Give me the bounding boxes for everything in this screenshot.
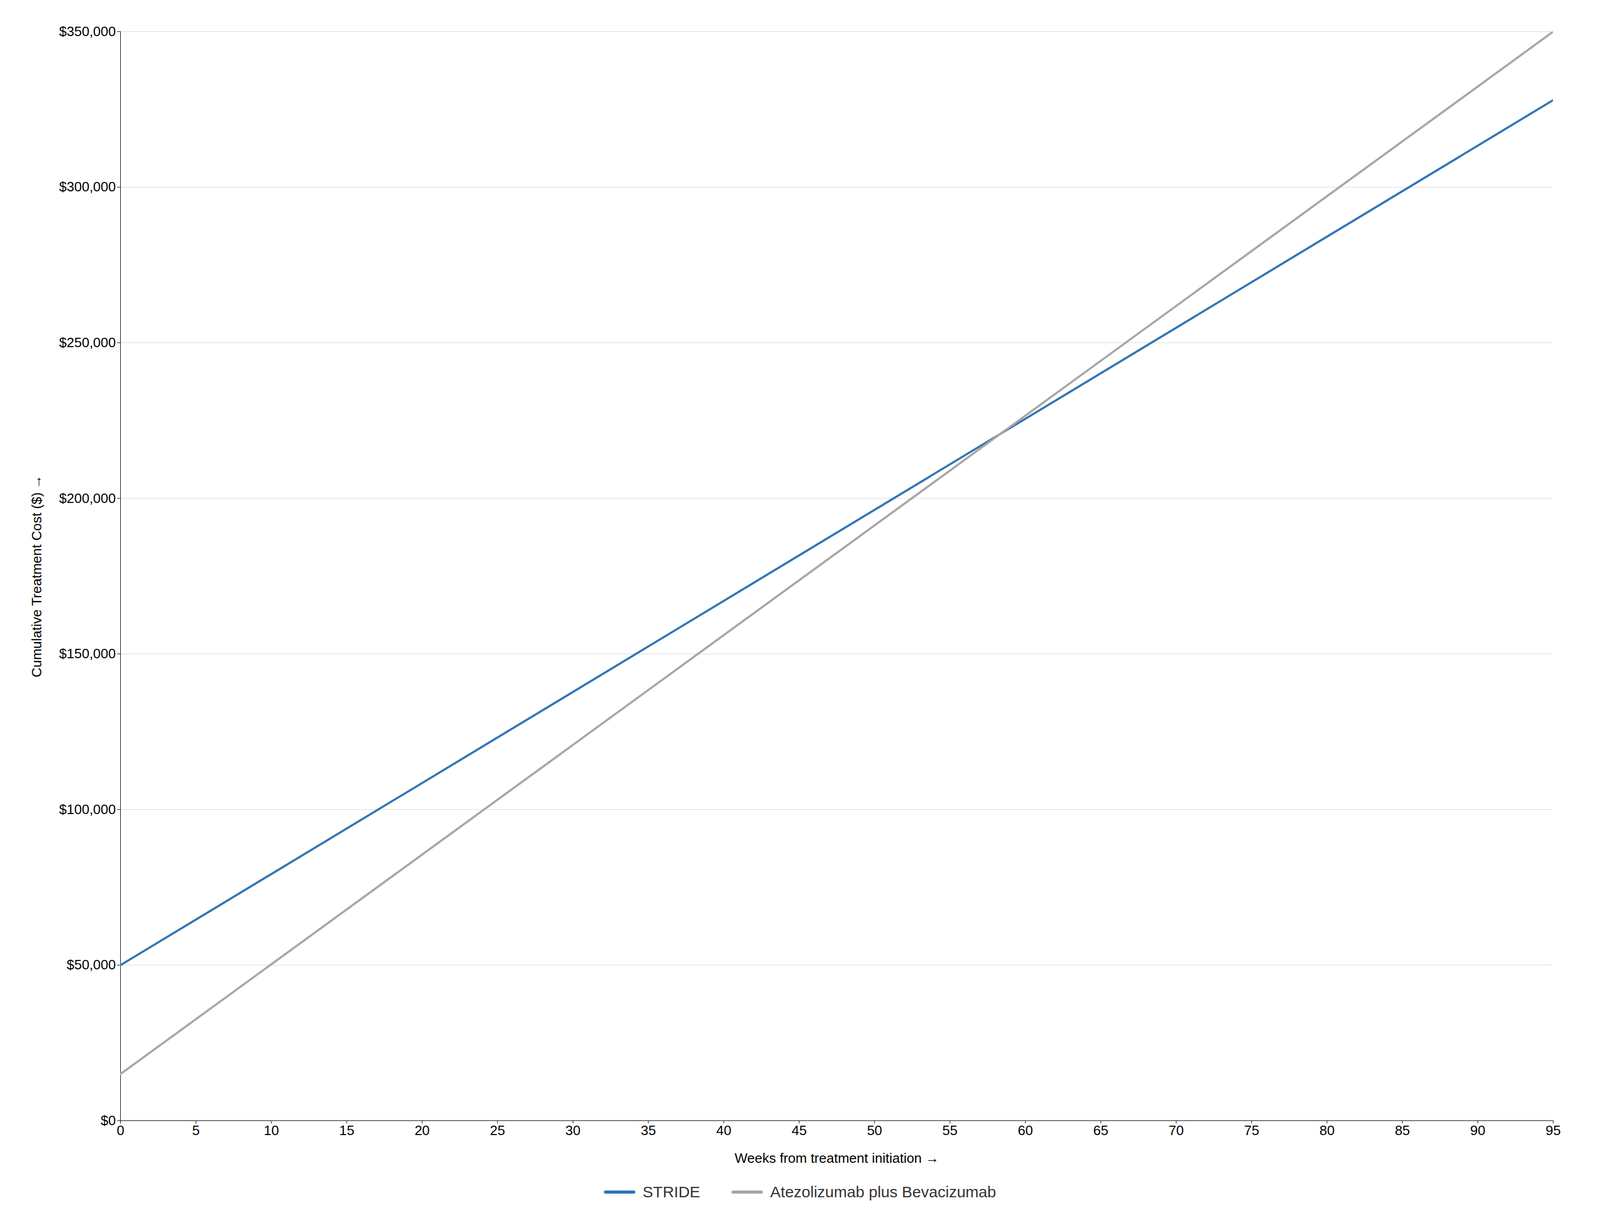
svg-text:35: 35	[641, 1122, 657, 1139]
svg-text:$150,000: $150,000	[59, 645, 116, 662]
html-text:Atezolizumab plus Bevacizumab: Atezolizumab plus Bevacizumab	[770, 1183, 997, 1201]
svg-text:$50,000: $50,000	[66, 956, 117, 973]
svg-text:75: 75	[1243, 1122, 1260, 1139]
svg-text:Weeks from treatment initiatio: Weeks from treatment initiation →	[734, 1150, 940, 1167]
svg-text:70: 70	[1168, 1122, 1184, 1139]
svg-text:10: 10	[263, 1122, 279, 1139]
svg-text:85: 85	[1395, 1122, 1411, 1139]
svg-text:80: 80	[1319, 1122, 1335, 1139]
svg-text:$250,000: $250,000	[59, 334, 116, 351]
svg-text:50: 50	[866, 1122, 883, 1139]
svg-text:40: 40	[716, 1122, 732, 1139]
svg-text:60: 60	[1018, 1122, 1034, 1139]
svg-text:65: 65	[1093, 1122, 1109, 1139]
svg-text:$100,000: $100,000	[59, 801, 116, 818]
svg-text:90: 90	[1470, 1122, 1486, 1139]
html-text:STRIDE: STRIDE	[642, 1183, 701, 1201]
svg-text:Cumulative Treatment Cost ($): Cumulative Treatment Cost ($) →	[28, 474, 45, 678]
svg-text:55: 55	[942, 1122, 958, 1139]
svg-text:$200,000: $200,000	[59, 490, 116, 507]
svg-text:0: 0	[116, 1122, 124, 1139]
svg-text:25: 25	[489, 1122, 506, 1139]
svg-text:$300,000: $300,000	[59, 178, 116, 195]
svg-text:$0: $0	[100, 1112, 117, 1129]
svg-text:20: 20	[414, 1122, 430, 1139]
svg-text:30: 30	[565, 1122, 581, 1139]
svg-text:95: 95	[1545, 1122, 1561, 1139]
svg-text:45: 45	[791, 1122, 807, 1139]
svg-text:$350,000: $350,000	[59, 23, 116, 40]
svg-text:5: 5	[191, 1122, 200, 1139]
svg-text:15: 15	[339, 1122, 355, 1139]
